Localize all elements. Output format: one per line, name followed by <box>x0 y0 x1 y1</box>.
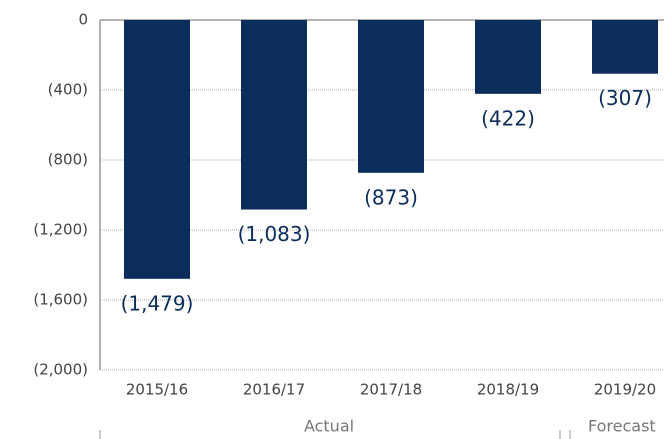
bar <box>358 20 424 173</box>
bar <box>241 20 307 210</box>
y-tick-label: (1,600) <box>33 291 88 309</box>
y-tick-label: 0 <box>78 11 88 29</box>
x-tick-label: 2015/16 <box>126 381 188 399</box>
value-label: (1,479) <box>121 291 194 315</box>
group-label: Forecast <box>588 417 656 436</box>
y-tick-label: (2,000) <box>33 361 88 379</box>
value-label: (1,083) <box>238 222 311 246</box>
bar <box>124 20 190 279</box>
value-label: (307) <box>598 86 652 110</box>
bar <box>475 20 541 94</box>
x-tick-label: 2016/17 <box>243 381 305 399</box>
value-label: (873) <box>364 185 418 209</box>
x-tick-label: 2018/19 <box>477 381 539 399</box>
y-tick-label: (1,200) <box>33 221 88 239</box>
y-tick-label: (400) <box>48 81 88 99</box>
value-label: (422) <box>481 106 535 130</box>
bar <box>592 20 658 74</box>
group-label: Actual <box>304 417 354 436</box>
x-tick-label: 2019/20 <box>594 381 656 399</box>
x-tick-label: 2017/18 <box>360 381 422 399</box>
y-tick-label: (800) <box>48 151 88 169</box>
